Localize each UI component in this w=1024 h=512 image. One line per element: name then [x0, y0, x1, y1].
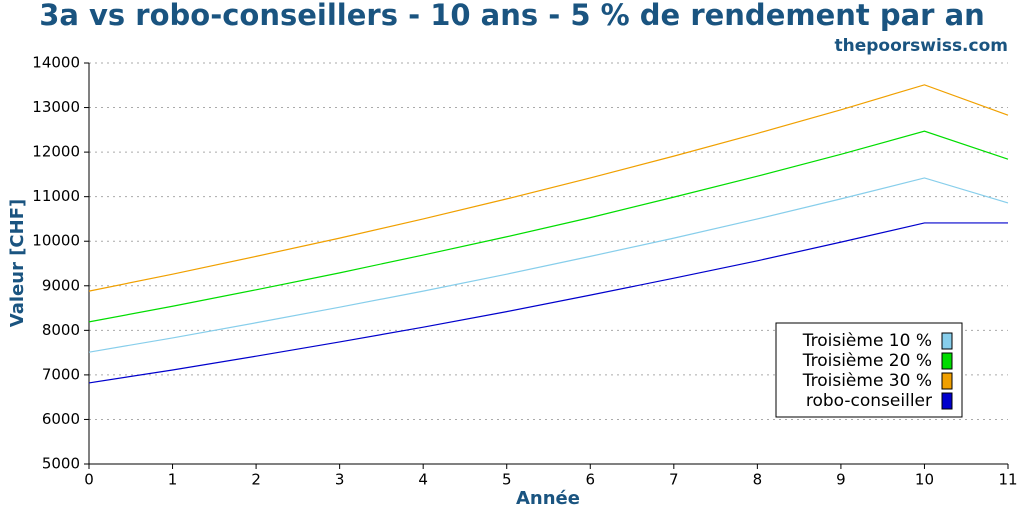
x-tick-label: 9 [836, 471, 846, 489]
x-tick-label: 1 [168, 471, 178, 489]
legend-label: Troisième 20 % [802, 351, 932, 371]
legend-swatch [941, 332, 953, 350]
y-axis-label: Valeur [CHF] [7, 199, 28, 327]
x-tick-label: 8 [753, 471, 763, 489]
source: thepoorswiss.com [835, 36, 1009, 56]
x-tick-label: 10 [915, 471, 934, 489]
legend-swatch [941, 372, 953, 390]
x-tick-label: 4 [418, 471, 428, 489]
legend-label: Troisième 10 % [802, 331, 932, 351]
chart-title: 3a vs robo-conseillers - 10 ans - 5 % de… [39, 0, 985, 32]
y-tick-label: 5000 [42, 455, 80, 473]
x-tick-label: 7 [669, 471, 679, 489]
line [88, 177, 1009, 353]
legend-swatch [941, 392, 953, 410]
x-axis-label: Année [516, 488, 580, 509]
line [88, 222, 1008, 384]
y-tick-label: 8000 [42, 321, 80, 339]
x-tick-label: 5 [502, 471, 512, 489]
line [88, 130, 1009, 323]
x-tick-label: 0 [84, 471, 94, 489]
y-tick-label: 6000 [42, 410, 80, 428]
legend-label: robo-conseiller [806, 391, 932, 411]
y-tick-label: 11000 [32, 187, 80, 205]
x-tick-label: 2 [251, 471, 261, 489]
y-tick-label: 7000 [42, 365, 80, 383]
legend-box [775, 322, 963, 418]
y-tick-label: 13000 [32, 98, 80, 116]
x-tick-label: 11 [998, 471, 1017, 489]
y-tick-label: 9000 [42, 276, 80, 294]
x-tick-label: 3 [335, 471, 345, 489]
legend-label: Troisième 30 % [802, 371, 932, 391]
y-tick-label: 12000 [32, 143, 80, 161]
line [88, 84, 1009, 292]
y-tick-label: 14000 [32, 54, 80, 72]
y-tick-label: 10000 [32, 232, 80, 250]
x-tick-label: 6 [585, 471, 595, 489]
legend-swatch [941, 352, 953, 370]
